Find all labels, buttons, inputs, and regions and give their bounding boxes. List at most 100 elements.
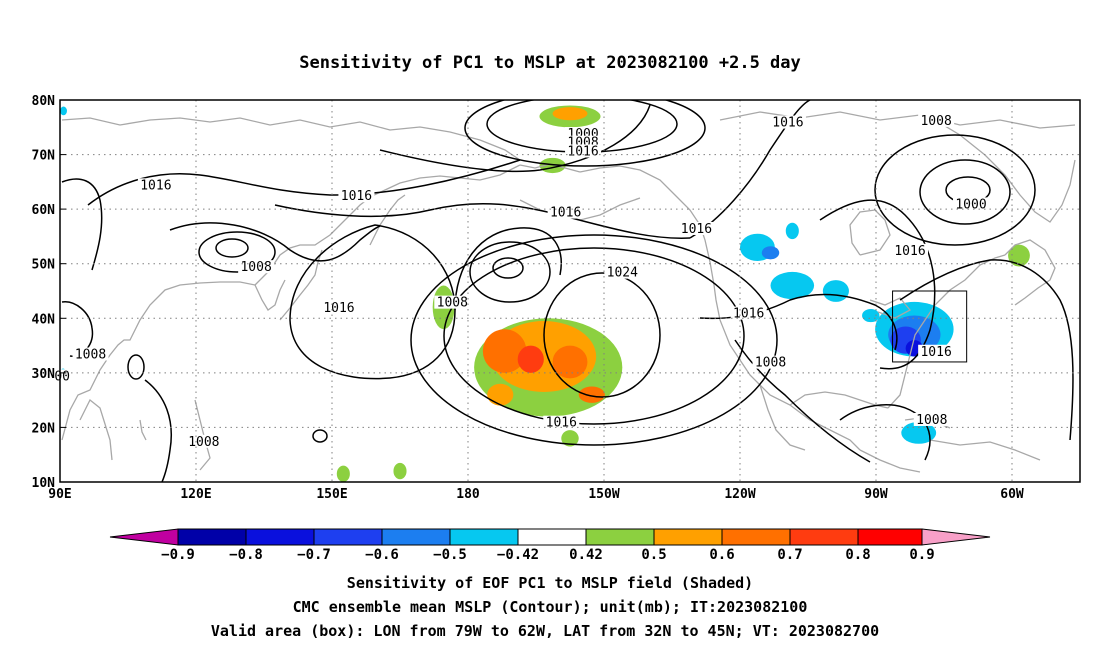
contour-1008-asia	[198, 231, 276, 273]
captions: Sensitivity of EOF PC1 to MSLP field (Sh…	[211, 574, 879, 640]
contour-label: 1008	[755, 356, 786, 371]
colorbar-low-arrow	[109, 528, 179, 546]
map-frame	[59, 99, 1081, 483]
lon-tick-label: 120W	[724, 487, 755, 502]
lat-tick-label: 50N	[32, 258, 56, 273]
coast-canada-east	[1004, 239, 1056, 306]
colorbar-label: −0.9	[161, 547, 195, 563]
colorbar-segment	[721, 528, 791, 546]
lon-tick-label: 90W	[864, 487, 888, 502]
coast-greenland	[934, 119, 1076, 223]
contour-label: 1016	[681, 222, 712, 237]
contour-1008-gulf	[839, 404, 931, 461]
positive-sensitivity-area	[393, 462, 407, 480]
contour-label: 1016	[920, 345, 951, 360]
contour-low-nw-pacific	[312, 429, 328, 443]
colorbar-segment	[585, 528, 655, 546]
negative-sensitivity-area	[822, 280, 849, 302]
contour-label: 1016	[341, 189, 372, 204]
contour-label: 1024	[607, 266, 638, 281]
lat-tick-label: 30N	[32, 367, 56, 382]
contour-label: 1016	[323, 301, 354, 316]
sensitivity-shading	[60, 105, 1030, 482]
contour-label-background	[185, 434, 222, 448]
coast-indochina	[79, 398, 113, 461]
coast-taiwan	[139, 419, 147, 441]
positive-sensitivity-area	[552, 107, 588, 121]
contour-label-background	[543, 415, 580, 429]
contour-label: 1016	[546, 416, 577, 431]
contour-label-background	[320, 301, 357, 315]
colorbar-label: 0.6	[709, 547, 734, 563]
valid-area-box	[892, 290, 968, 363]
colorbar-label: 0.7	[777, 547, 802, 563]
colorbar-label: −0.7	[297, 547, 331, 563]
lon-tick-label: 180	[456, 487, 480, 502]
contour-label-background	[565, 144, 602, 158]
colorbar-segment	[177, 528, 247, 546]
contour-label-background	[752, 355, 789, 369]
lat-tick-label: 60N	[32, 203, 56, 218]
colorbar-label: 0.42	[569, 547, 603, 563]
contour-1016-arctic	[379, 104, 651, 173]
contour-1016-pac-high	[443, 247, 745, 425]
colorbar-segment	[517, 528, 587, 546]
colorbar-label: 0.5	[641, 547, 666, 563]
caption-shaded: Sensitivity of EOF PC1 to MSLP field (Sh…	[347, 574, 753, 592]
contour-label-background	[918, 344, 955, 358]
colorbar-segment	[449, 528, 519, 546]
coast-korea	[254, 279, 286, 311]
coast-hudson-bay	[849, 209, 891, 256]
lat-tick-label: 70N	[32, 149, 56, 164]
contour-label: 1016	[567, 144, 598, 159]
negative-sensitivity-area	[785, 222, 799, 240]
coast-alaska	[579, 165, 861, 451]
contour-label-background	[434, 295, 471, 309]
lon-tick-label: 120E	[180, 487, 211, 502]
contour-1008-west	[169, 222, 381, 262]
positive-sensitivity-area	[552, 345, 588, 379]
coast-arctic-siberia	[61, 117, 521, 161]
contour-label-background	[953, 197, 990, 211]
contour-label: 1016	[894, 244, 925, 259]
colorbar-segment	[313, 528, 383, 546]
negative-sensitivity-area	[60, 106, 67, 116]
coast-mexico	[759, 384, 806, 451]
coast-canadian-arctic	[719, 111, 1076, 129]
contour-label: 1008	[75, 347, 106, 362]
contour-label: 1008	[240, 260, 271, 275]
contour-label: 1008	[916, 413, 947, 428]
contour-1008-east-asia	[61, 178, 103, 271]
colorbar-label: −0.8	[229, 547, 263, 563]
coast-japan	[279, 249, 323, 321]
contour-label-background	[769, 115, 806, 129]
colorbar-segment	[245, 528, 315, 546]
colorbar-segment	[381, 528, 451, 546]
contour-label-background	[52, 369, 73, 383]
lon-tick-label: 150E	[316, 487, 347, 502]
caption-valid-area: Valid area (box): LON from 79W to 62W, L…	[211, 622, 879, 640]
contour-1000-asia	[215, 238, 249, 258]
contour-label: 1008	[437, 296, 468, 311]
contour-1016-north-pac	[274, 202, 691, 239]
contour-label-background	[918, 113, 955, 127]
lon-tick-label: 90E	[48, 487, 71, 502]
positive-sensitivity-area	[517, 345, 544, 373]
colorbar: −0.9 −0.8 −0.7 −0.6 −0.5 −0.42 0.42 0.5 …	[109, 528, 991, 563]
contour-1016-west	[289, 224, 456, 380]
coast-central-america	[859, 449, 921, 473]
colorbar-label: −0.42	[497, 547, 539, 563]
contour-label-background	[338, 189, 375, 203]
contour-label-background	[604, 265, 641, 279]
colorbar-segment	[789, 528, 859, 546]
contour-label: 00	[54, 369, 70, 384]
colorbar-segment	[857, 528, 923, 546]
contour-1024-high	[543, 272, 661, 398]
coast-caribbean	[929, 439, 1041, 461]
contour-1008-ws	[144, 379, 172, 482]
contour-1016-aleutian	[454, 227, 562, 311]
contour-label-background	[892, 243, 928, 257]
contour-1016-alaska	[689, 100, 811, 239]
